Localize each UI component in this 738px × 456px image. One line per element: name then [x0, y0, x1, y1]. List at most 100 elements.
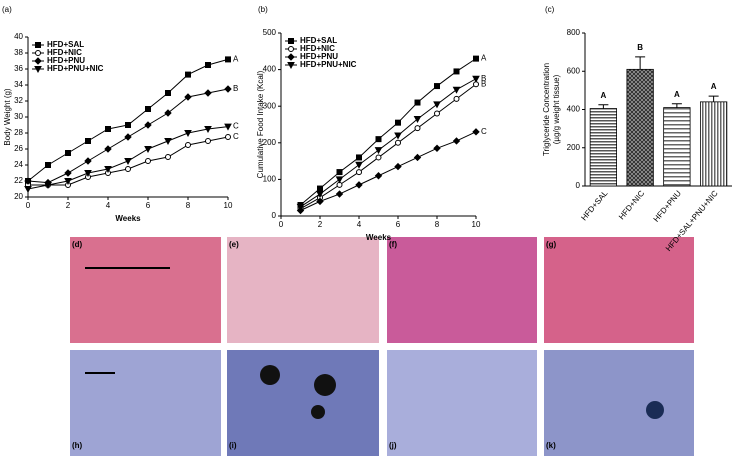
marker — [394, 132, 402, 140]
marker — [125, 122, 131, 128]
y-tick-label: 26 — [14, 144, 23, 153]
micrograph — [227, 237, 379, 343]
panel-label: (i) — [229, 441, 237, 450]
marker — [205, 138, 211, 144]
marker — [413, 116, 422, 124]
x-tick-label: 6 — [396, 220, 401, 229]
marker — [125, 166, 131, 172]
lipid-droplet — [646, 401, 664, 419]
marker — [225, 56, 231, 63]
micrograph — [544, 237, 694, 343]
y-tick-label: 0 — [576, 181, 581, 190]
marker — [104, 145, 112, 153]
lipid-droplet — [314, 374, 336, 396]
x-axis-label: Weeks — [366, 233, 392, 242]
marker — [453, 68, 460, 75]
panel-label: (d) — [72, 240, 83, 249]
marker — [414, 125, 421, 132]
marker — [433, 101, 441, 109]
error-bar — [671, 103, 682, 108]
series-letter: B — [481, 79, 486, 88]
panel-label: (e) — [229, 240, 239, 249]
x-tick-label: 2 — [318, 220, 323, 229]
x-tick-label: 0 — [279, 220, 284, 229]
panel-label: (h) — [72, 441, 83, 450]
marker — [414, 99, 421, 106]
y-tick-label: 800 — [567, 28, 581, 37]
legend-label: HFD+PNU — [47, 56, 85, 65]
marker — [85, 138, 91, 144]
legend-label: HFD+PNU — [300, 52, 338, 61]
y-tick-label: 400 — [567, 105, 581, 114]
marker — [472, 75, 480, 83]
y-axis-label: Cumulative Food Intake (Kcal) — [256, 70, 265, 178]
marker — [356, 169, 362, 176]
series-letter: B — [481, 74, 486, 83]
marker — [224, 123, 232, 131]
micrographs — [70, 237, 694, 456]
marker — [395, 119, 401, 126]
y-tick-label: 200 — [263, 138, 277, 147]
y-axis-label: Body Weight (g) — [3, 88, 12, 146]
marker — [64, 169, 72, 177]
marker — [473, 55, 479, 62]
series-letter: A — [233, 55, 239, 64]
error-bar — [708, 95, 719, 102]
marker — [204, 89, 212, 97]
error-bar — [598, 104, 609, 109]
panel-label: (g) — [546, 240, 557, 249]
marker — [395, 139, 401, 146]
group-letter: A — [674, 90, 680, 99]
marker — [433, 144, 441, 152]
panel-label: (k) — [546, 441, 556, 450]
bar — [699, 101, 728, 187]
marker — [355, 161, 363, 169]
legend-marker — [288, 38, 294, 44]
group-letter: A — [711, 82, 717, 91]
marker — [165, 90, 171, 96]
marker — [104, 166, 112, 174]
y-tick-label: 0 — [272, 211, 277, 220]
marker — [413, 153, 422, 162]
series-letter: A — [481, 54, 487, 63]
marker — [184, 93, 192, 101]
x-tick-label: 6 — [146, 201, 151, 210]
legend-label: HFD+NIC — [300, 44, 335, 53]
y-tick-label: 20 — [14, 192, 23, 201]
series-line — [300, 78, 477, 208]
x-tick-label: HFD+SAL — [579, 188, 610, 222]
y-tick-label: 22 — [14, 176, 23, 185]
legend-marker — [35, 42, 41, 48]
marker — [124, 133, 132, 141]
micrograph — [70, 237, 221, 343]
series-letter: C — [481, 127, 487, 136]
y-tick-label: 28 — [14, 128, 23, 137]
legend-marker — [287, 53, 295, 61]
marker — [164, 138, 172, 146]
y-tick-label: 24 — [14, 160, 23, 169]
marker — [335, 190, 344, 198]
marker — [64, 178, 72, 186]
marker — [185, 71, 191, 78]
y-tick-label: 400 — [263, 65, 277, 74]
y-tick-label: 200 — [567, 143, 581, 152]
lipid-droplet — [260, 365, 280, 385]
x-tick-label: 2 — [66, 201, 71, 210]
legend-label: HFD+PNU+NIC — [47, 64, 104, 73]
marker — [65, 150, 71, 156]
marker — [375, 154, 382, 161]
marker — [24, 186, 32, 194]
marker — [374, 147, 383, 155]
micrograph — [387, 237, 537, 343]
bar — [663, 107, 691, 187]
y-axis-label: (µg/g weight tissue) — [552, 74, 561, 144]
x-tick-label: 4 — [106, 201, 111, 210]
series-letter: B — [233, 84, 238, 93]
marker — [336, 169, 343, 176]
x-tick-label: 10 — [224, 201, 233, 210]
marker — [45, 162, 51, 168]
group-letter: A — [600, 91, 606, 100]
series-line — [300, 83, 477, 210]
marker — [205, 62, 211, 68]
y-tick-label: 32 — [14, 96, 23, 105]
